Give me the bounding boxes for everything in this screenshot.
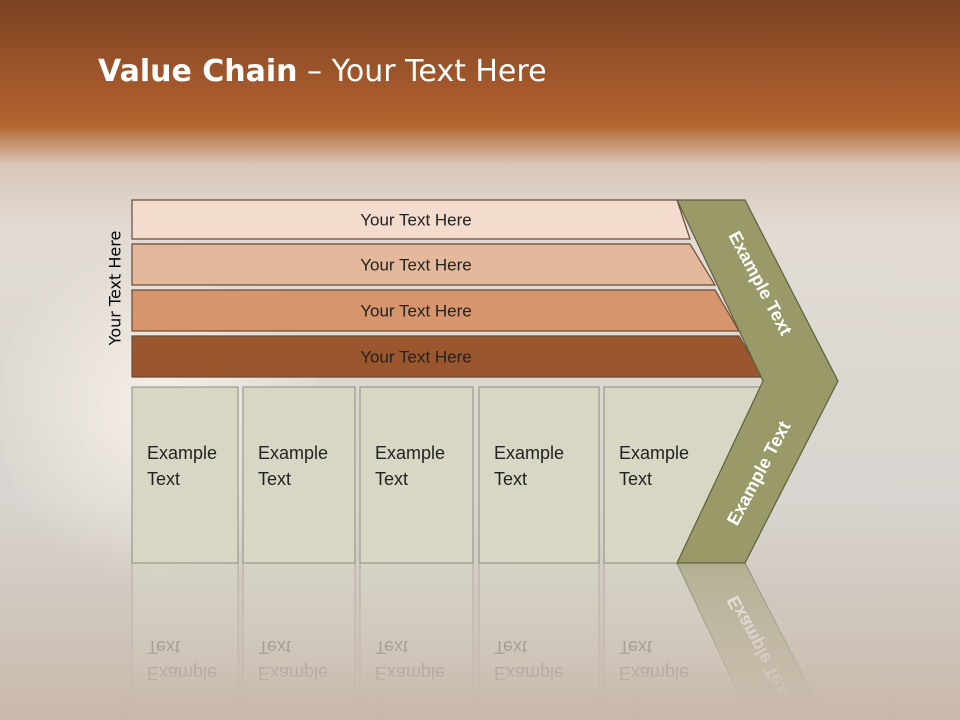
column-label-line2: Text [147,469,180,489]
bar-2 [131,243,717,286]
bar-1 [131,199,691,240]
column-label-line2: Text [258,469,291,489]
value-chain-diagram: Your Text Here Your Text Here Your Text He… [131,199,839,704]
column-reflection-line2: Text [258,637,291,657]
bar-label: Your Text Here [360,302,472,321]
bar-label: Your Text Here [360,211,472,230]
page-title: Value Chain – Your Text Here [98,54,547,89]
column-reflection [242,562,356,704]
chevron-reflection [676,562,818,704]
column-reflection [359,562,474,704]
column-reflection-line1: Example [619,663,689,683]
column-reflection [131,562,239,704]
bar-label: Your Text Here [360,348,472,367]
column-reflection-line1: Example [147,663,217,683]
column-reflection-line2: Text [494,637,527,657]
column-label-line1: Example [258,443,328,463]
column-label-line1: Example [619,443,689,463]
diagram-reflection: Example Text Example Text Example Text Example… [131,562,818,704]
column-reflection-line1: Example [375,663,445,683]
column-reflection-line2: Text [375,637,408,657]
column-reflection-line2: Text [619,637,652,657]
column-reflection [478,562,600,704]
column-reflection-line2: Text [147,637,180,657]
column-label-line1: Example [494,443,564,463]
column-reflection-line1: Example [494,663,564,683]
column-label-line2: Text [494,469,527,489]
column-label-line1: Example [375,443,445,463]
column-label-line2: Text [375,469,408,489]
bar-label: Your Text Here [360,256,472,275]
column-reflection-line1: Example [258,663,328,683]
column-label-line1: Example [147,443,217,463]
column-label-line2: Text [619,469,652,489]
